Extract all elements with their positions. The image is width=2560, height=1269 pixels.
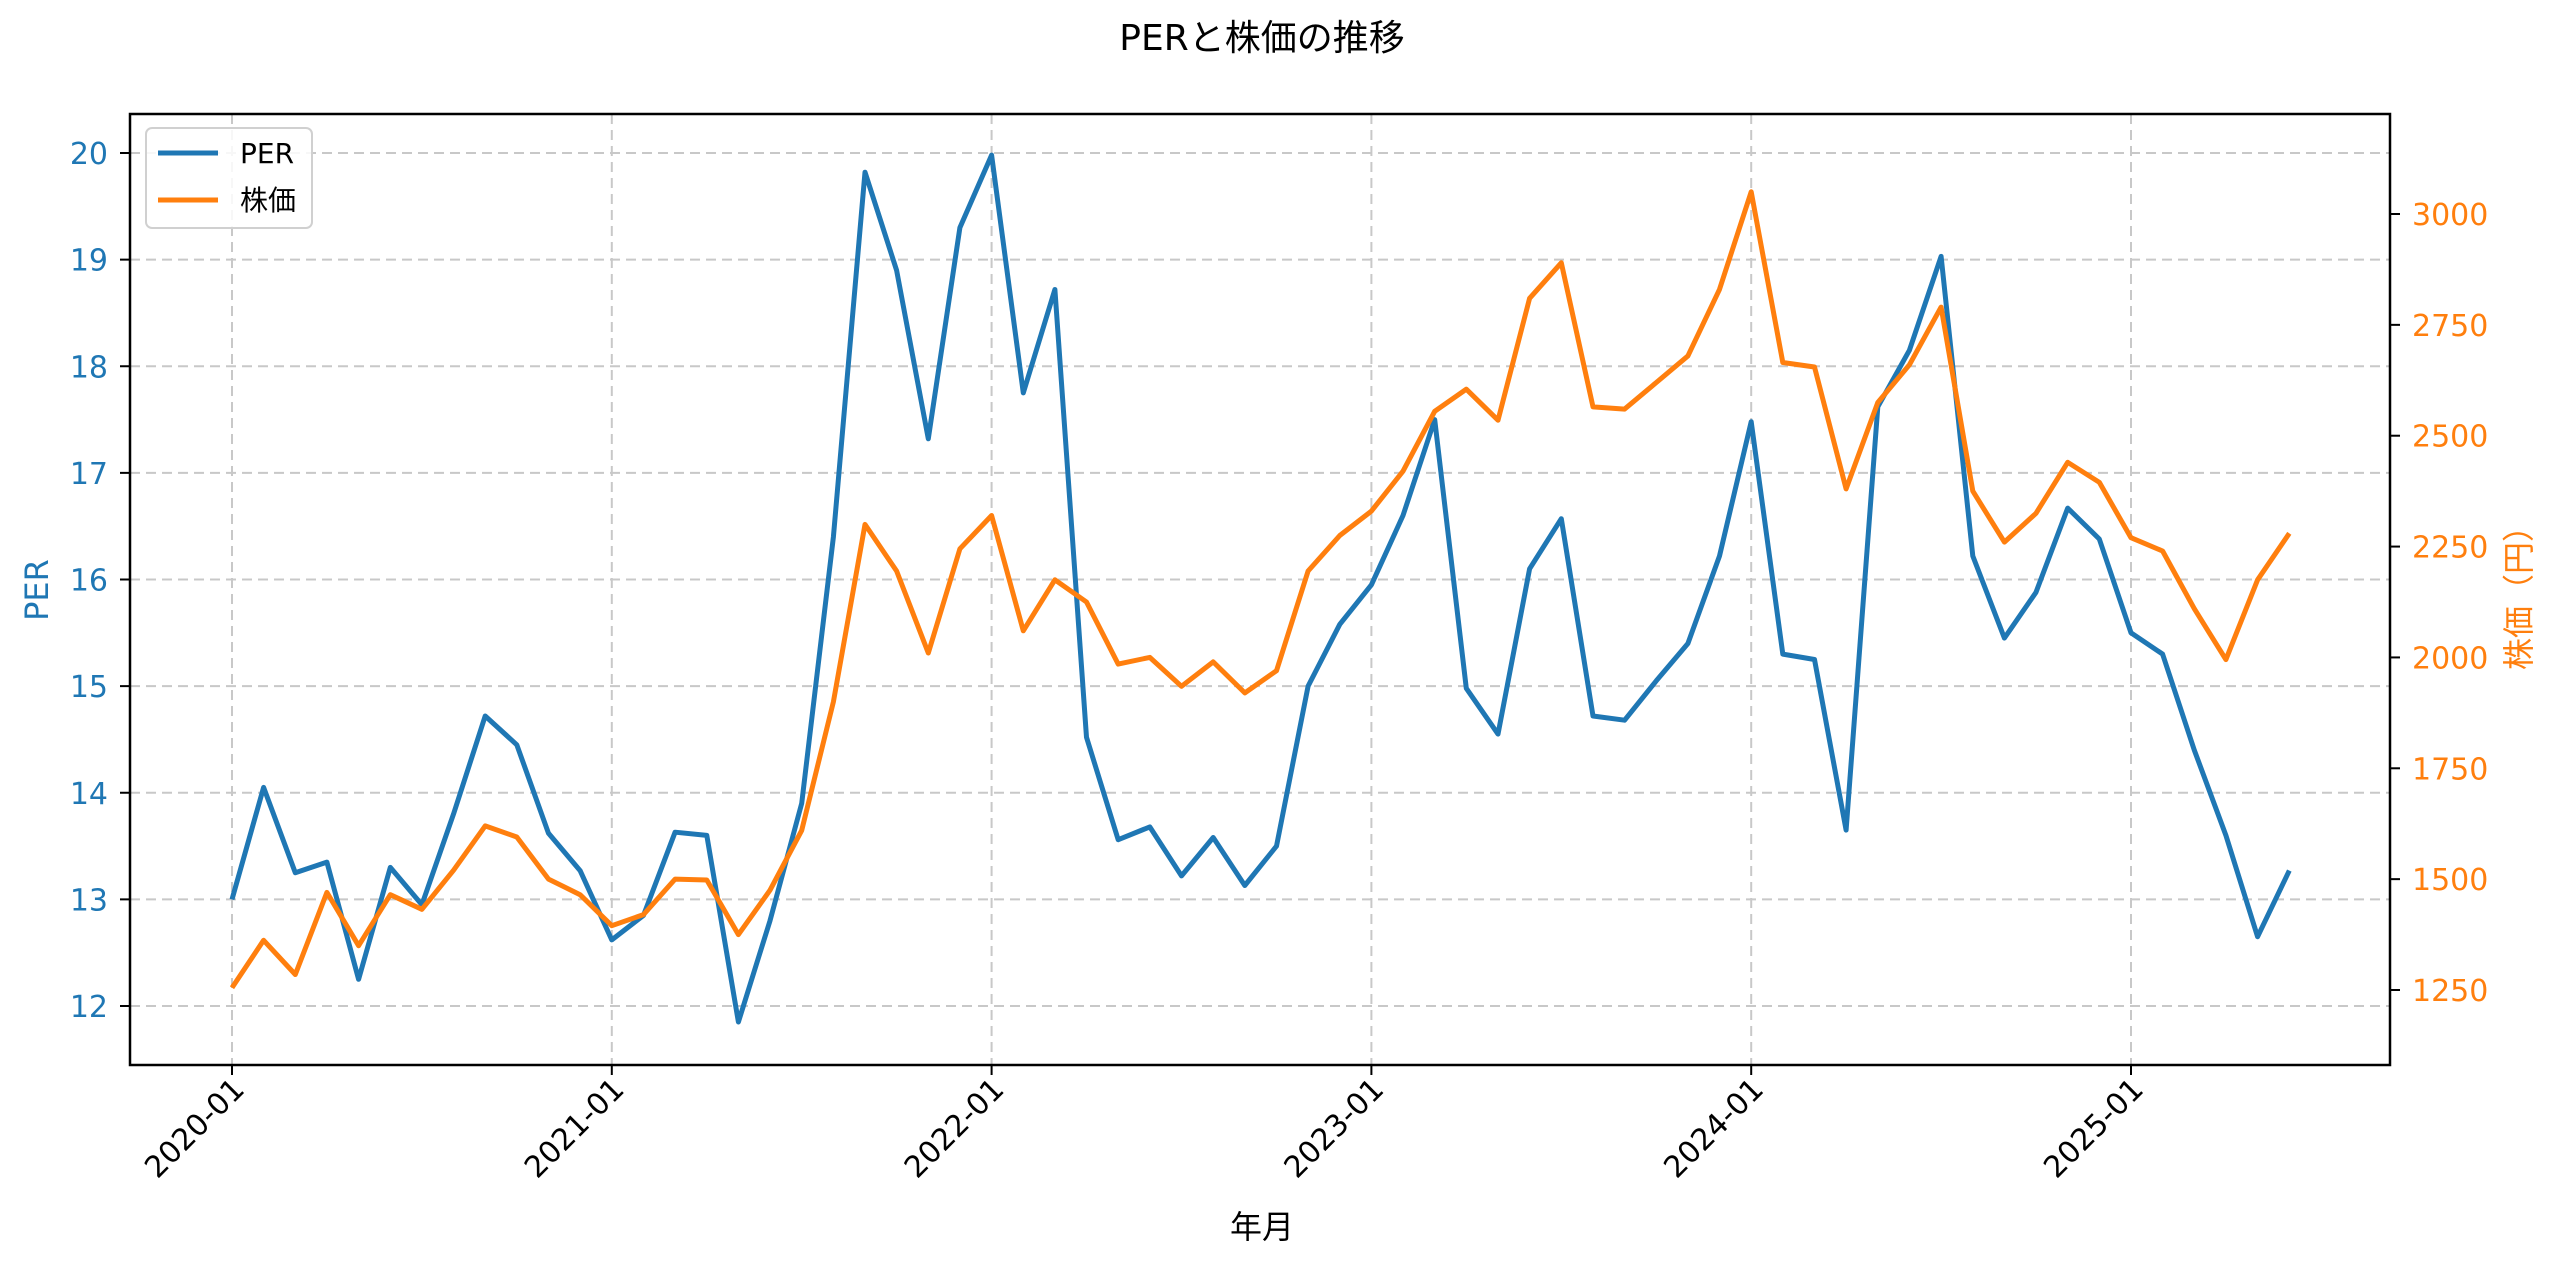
x-tick-label: 2025-01 [2037,1072,2150,1185]
right-tick-label: 2750 [2412,309,2488,344]
legend-label-per: PER [240,137,294,170]
left-tick-label: 16 [70,564,108,599]
right-tick-label: 1250 [2412,974,2488,1009]
plot-frame [128,112,2392,1067]
right-tick-label: 2500 [2412,420,2488,455]
grid-lines [130,114,2390,1065]
left-tick-label: 19 [70,244,108,279]
right-tick-label: 2000 [2412,641,2488,676]
per-line [229,152,2292,1025]
left-axis-label: PER [18,559,56,621]
legend: PER 株価 [145,127,313,229]
x-axis: 2020-01 2021-01 2022-01 2023-01 2024-01 2025-… [138,1065,2151,1185]
left-tick-label: 15 [70,670,108,705]
x-tick-label: 2022-01 [898,1072,1011,1185]
x-tick-label: 2020-01 [138,1072,251,1185]
right-axis-label: 株価（円） [2500,510,2538,670]
right-tick-label: 3000 [2412,198,2488,233]
right-y-axis: 1250 1500 1750 2000 2250 2500 2750 3000 [2390,198,2488,1009]
x-tick-label: 2023-01 [1278,1072,1391,1185]
x-tick-label: 2021-01 [518,1072,631,1185]
x-axis-label: 年月 [1230,1208,1294,1246]
data-series [229,152,2292,1025]
left-tick-label: 20 [70,137,108,172]
left-tick-label: 17 [70,457,108,492]
right-tick-label: 2250 [2412,531,2488,566]
left-y-axis: 12 13 14 15 16 17 18 19 20 [70,137,130,1025]
chart-title: PERと株価の推移 [1119,18,1404,59]
right-tick-label: 1500 [2412,863,2488,898]
left-tick-label: 12 [70,990,108,1025]
price-line [229,189,2292,990]
left-tick-label: 14 [70,777,108,812]
right-tick-label: 1750 [2412,752,2488,787]
x-tick-label: 2024-01 [1657,1072,1770,1185]
left-tick-label: 13 [70,883,108,918]
legend-label-price: 株価 [240,184,296,217]
left-tick-label: 18 [70,350,108,385]
